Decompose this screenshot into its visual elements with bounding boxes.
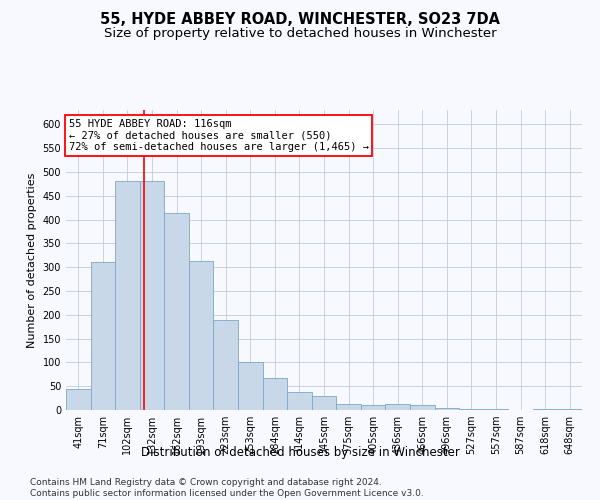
Bar <box>263 378 287 410</box>
Text: 55 HYDE ABBEY ROAD: 116sqm
← 27% of detached houses are smaller (550)
72% of sem: 55 HYDE ABBEY ROAD: 116sqm ← 27% of deta… <box>68 119 368 152</box>
Bar <box>361 405 385 410</box>
Bar <box>312 396 336 410</box>
Bar <box>140 182 164 410</box>
Bar <box>557 408 582 410</box>
Text: 55, HYDE ABBEY ROAD, WINCHESTER, SO23 7DA: 55, HYDE ABBEY ROAD, WINCHESTER, SO23 7D… <box>100 12 500 28</box>
Bar <box>533 408 557 410</box>
Bar <box>385 404 410 410</box>
Bar <box>164 214 189 410</box>
Bar <box>459 408 484 410</box>
Bar <box>66 388 91 410</box>
Bar <box>189 261 214 410</box>
Bar <box>214 320 238 410</box>
Bar <box>238 362 263 410</box>
Bar <box>91 262 115 410</box>
Bar <box>115 182 140 410</box>
Bar <box>410 405 434 410</box>
Bar <box>434 408 459 410</box>
Bar <box>484 409 508 410</box>
Bar <box>287 392 312 410</box>
Text: Contains HM Land Registry data © Crown copyright and database right 2024.
Contai: Contains HM Land Registry data © Crown c… <box>30 478 424 498</box>
Bar <box>336 404 361 410</box>
Text: Size of property relative to detached houses in Winchester: Size of property relative to detached ho… <box>104 28 496 40</box>
Y-axis label: Number of detached properties: Number of detached properties <box>27 172 37 348</box>
Text: Distribution of detached houses by size in Winchester: Distribution of detached houses by size … <box>140 446 460 459</box>
